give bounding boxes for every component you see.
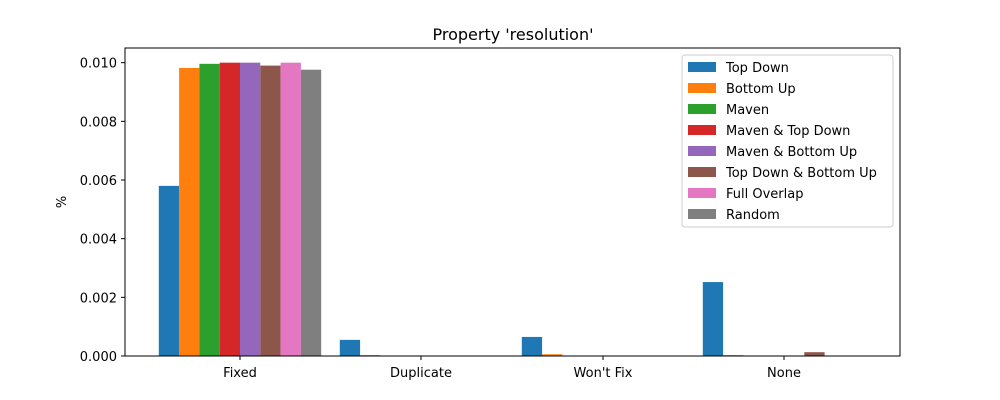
x-axis: Fixed Duplicate Won't Fix None <box>223 356 801 381</box>
bar-bottom-up-fixed <box>179 67 200 356</box>
bars-group <box>158 62 825 357</box>
bar-full-overlap-fixed <box>280 62 301 357</box>
legend-label: Maven & Top Down <box>726 124 850 139</box>
bar-top-down-fixed <box>158 185 180 356</box>
legend-swatch <box>688 125 716 135</box>
bar-top-down-bottom-up-none <box>804 352 825 356</box>
legend-label: Top Down & Bottom Up <box>725 166 877 181</box>
legend-swatch <box>688 209 716 219</box>
legend-label: Maven & Bottom Up <box>726 145 857 160</box>
legend-label: Random <box>726 208 780 223</box>
bar-maven-bottom-up-fixed <box>240 62 261 357</box>
bar-top-down-none <box>702 282 724 356</box>
plot-frame <box>124 47 901 357</box>
y-axis: 0.000 0.002 0.004 0.006 0.008 0.010 <box>80 57 125 365</box>
legend-swatch <box>688 62 716 72</box>
legend-box <box>681 54 894 228</box>
bar-top-down-won-t-fix <box>521 336 543 356</box>
y-tick-label: 0.010 <box>80 57 117 72</box>
legend-label: Maven <box>726 103 769 118</box>
bar-random-fixed <box>300 69 322 357</box>
bar-top-down-duplicate <box>339 339 361 356</box>
legend-label: Bottom Up <box>726 82 796 97</box>
bar-maven-top-down-fixed <box>219 62 240 357</box>
legend: Top Down Bottom Up Maven Maven & Top Down Ma… <box>681 54 894 228</box>
legend-swatch <box>688 146 716 156</box>
y-axis-label: % <box>55 196 70 208</box>
x-tick-label: Duplicate <box>390 366 452 381</box>
y-tick-label: 0.002 <box>80 291 117 306</box>
y-tick-label: 0.008 <box>80 115 117 130</box>
chart-title: Property 'resolution' <box>432 25 593 44</box>
legend-swatch <box>688 104 716 114</box>
y-tick-label: 0.006 <box>80 174 117 189</box>
bar-bottom-up-won-t-fix <box>542 354 563 356</box>
x-tick-label: Won't Fix <box>574 366 633 381</box>
legend-label: Top Down <box>725 61 789 76</box>
legend-swatch <box>688 188 716 198</box>
bar-top-down-bottom-up-fixed <box>260 65 281 356</box>
legend-label: Full Overlap <box>726 187 803 202</box>
y-tick-label: 0.000 <box>80 350 117 365</box>
x-tick-label: Fixed <box>223 366 257 381</box>
y-tick-label: 0.004 <box>80 233 117 248</box>
legend-swatch <box>688 167 716 177</box>
bar-maven-fixed <box>199 63 220 357</box>
x-tick-label: None <box>767 366 801 381</box>
legend-swatch <box>688 83 716 93</box>
